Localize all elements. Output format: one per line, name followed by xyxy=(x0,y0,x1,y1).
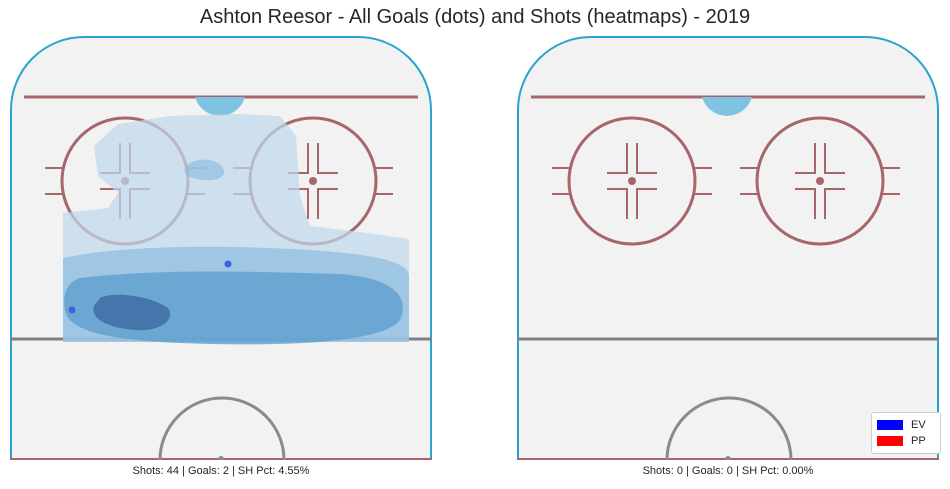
center-dot xyxy=(725,456,731,460)
rink-panel-left xyxy=(10,36,432,460)
faceoff-markers xyxy=(795,143,845,219)
goal-crease xyxy=(702,97,752,116)
panel-caption-left: Shots: 44 | Goals: 2 | SH Pct: 4.55% xyxy=(132,465,310,477)
rink-surface xyxy=(517,36,939,460)
hash-marks xyxy=(740,167,900,195)
boards xyxy=(10,36,432,460)
legend: EV PP xyxy=(871,412,941,454)
ice-surface xyxy=(518,37,938,460)
neutral-faceoff-circle xyxy=(158,396,286,460)
heat-contour-level-4 xyxy=(93,294,171,331)
hash-marks xyxy=(552,167,712,195)
shot-heatmap xyxy=(63,114,409,345)
faceoff-dot xyxy=(309,177,317,185)
legend-item-pp: PP xyxy=(877,434,926,448)
chart-title: Ashton Reesor - All Goals (dots) and Sho… xyxy=(199,6,751,28)
goal-dot xyxy=(224,260,232,268)
legend-item-ev: EV xyxy=(877,418,926,432)
faceoff-markers xyxy=(288,143,338,219)
legend-label-pp: PP xyxy=(911,435,926,447)
panel-caption-right: Shots: 0 | Goals: 0 | SH Pct: 0.00% xyxy=(642,465,814,477)
center-dot xyxy=(218,456,224,460)
faceoff-markers xyxy=(607,143,657,219)
faceoff-dot xyxy=(816,177,824,185)
faceoff-dot xyxy=(628,177,636,185)
hash-marks xyxy=(45,167,205,195)
legend-swatch-pp xyxy=(877,436,903,446)
neutral-faceoff-circle xyxy=(665,396,793,460)
goal-crease xyxy=(195,97,245,116)
legend-label-ev: EV xyxy=(911,419,926,431)
goal-dot xyxy=(68,306,76,314)
goal-dots xyxy=(68,260,232,314)
rink-panel-right xyxy=(517,36,939,460)
boards xyxy=(517,36,939,460)
heat-contour-level-5 xyxy=(184,159,225,181)
legend-swatch-ev xyxy=(877,420,903,430)
faceoff-circle-right xyxy=(755,116,885,246)
faceoff-circle-left xyxy=(567,116,697,246)
